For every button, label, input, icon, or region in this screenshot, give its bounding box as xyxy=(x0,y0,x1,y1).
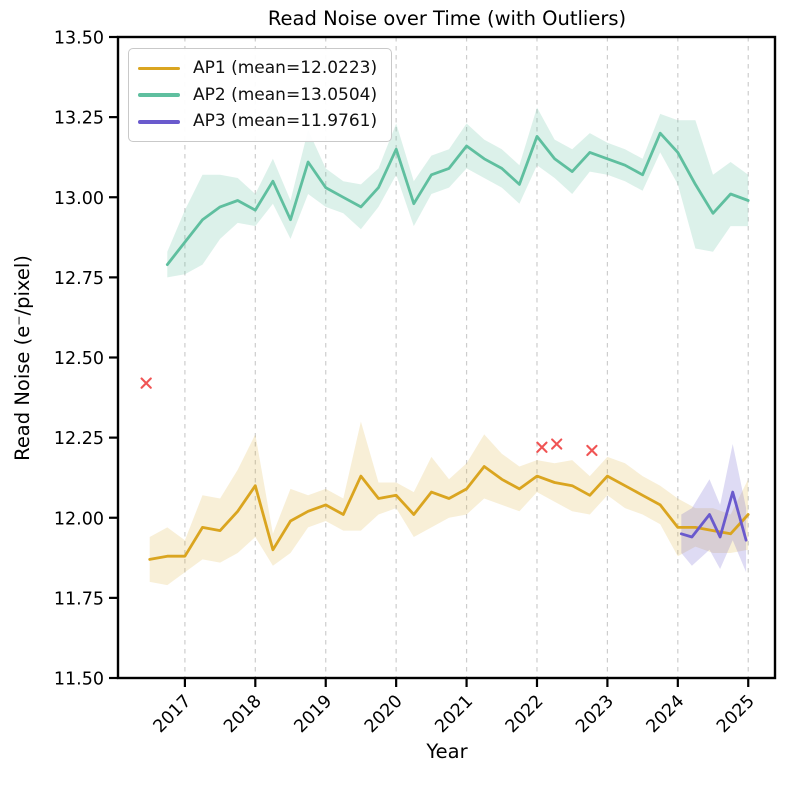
legend-label: AP1 (mean=12.0223) xyxy=(193,58,378,78)
y-tick-label-11.50: 11.50 xyxy=(54,670,104,690)
band-ap2 xyxy=(167,107,749,278)
legend-swatch-line xyxy=(138,93,180,97)
line-ap1 xyxy=(148,465,750,561)
y-tick-label-13.00: 13.00 xyxy=(54,189,104,209)
outlier-marker xyxy=(551,438,563,450)
x-tick-label-2022: 2022 xyxy=(502,691,548,737)
legend-swatch-line xyxy=(138,119,180,124)
legend: AP1 (mean=12.0223) AP2 (mean=13.0504) AP3 … xyxy=(128,48,393,143)
legend-item-ap3: AP3 (mean=11.9761) xyxy=(138,112,377,131)
legend-label: AP3 (mean=11.9761) xyxy=(193,111,378,132)
legend-swatch-line xyxy=(138,66,180,71)
band-ap1 xyxy=(149,421,749,586)
y-axis-label: Read Noise (e⁻/pixel) xyxy=(11,255,34,461)
x-tick-label-2017: 2017 xyxy=(150,691,196,737)
line-ap3 xyxy=(679,490,748,542)
chart-title: Read Noise over Time (with Outliers) xyxy=(267,7,627,30)
legend-item-ap1: AP1 (mean=12.0223) xyxy=(138,59,377,78)
x-tick-label-2023: 2023 xyxy=(572,691,618,737)
line-ap2 xyxy=(165,131,750,267)
y-tick-label-12.00: 12.00 xyxy=(54,509,104,529)
outlier-marker xyxy=(140,377,152,389)
x-tick-label-2021: 2021 xyxy=(431,691,477,737)
outlier-marker xyxy=(586,444,598,457)
y-tick-label-13.50: 13.50 xyxy=(54,29,104,49)
y-tick-label-12.75: 12.75 xyxy=(54,269,104,289)
x-tick-label-2020: 2020 xyxy=(361,691,407,737)
y-tick-label-11.75: 11.75 xyxy=(54,589,104,609)
legend-label: AP2 (mean=13.0504) xyxy=(193,84,378,105)
band-ap3 xyxy=(681,444,747,573)
y-tick-label-13.25: 13.25 xyxy=(54,109,104,129)
legend-item-ap2: AP2 (mean=13.0504) xyxy=(138,84,378,105)
x-tick-label-2018: 2018 xyxy=(220,691,266,737)
y-tick-label-12.50: 12.50 xyxy=(54,349,104,369)
outlier-marker xyxy=(536,441,548,453)
y-tick-label-12.25: 12.25 xyxy=(54,429,104,449)
x-tick-label-2025: 2025 xyxy=(713,691,759,737)
x-tick-label-2019: 2019 xyxy=(291,691,337,737)
x-axis-label: Year xyxy=(426,740,468,763)
x-tick-label-2024: 2024 xyxy=(643,691,689,737)
